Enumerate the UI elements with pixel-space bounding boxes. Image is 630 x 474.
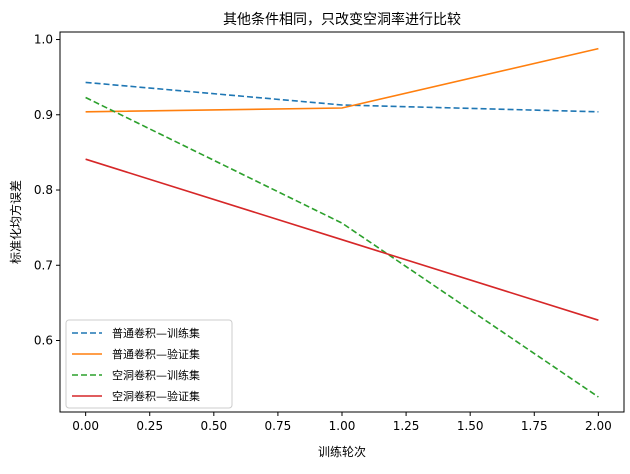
series-lines (85, 47, 599, 398)
x-tick-label: 0.75 (265, 419, 292, 433)
x-tick-label: 2.00 (585, 419, 612, 433)
y-tick-label: 0.8 (34, 183, 53, 197)
y-tick-label: 1.0 (34, 33, 53, 47)
series-line-1 (85, 81, 599, 113)
chart-title: 其他条件相同，只改变空洞率进行比较 (223, 11, 461, 28)
y-axis: 0.6 0.7 0.8 0.9 1.0 (34, 33, 60, 348)
x-tick-label: 1.25 (393, 419, 420, 433)
y-tick-label: 0.7 (34, 258, 53, 272)
series-line-2 (85, 47, 599, 113)
x-tick-label: 0.00 (72, 419, 99, 433)
series-line-4 (85, 158, 599, 321)
y-axis-label: 标准化均方误差 (8, 180, 23, 264)
y-tick-label: 0.9 (34, 108, 53, 122)
x-axis: 0.00 0.25 0.50 0.75 1.00 1.25 1.50 1.75 2.00 (72, 412, 612, 433)
legend-label: 空洞卷积—训练集 (112, 368, 200, 382)
x-tick-label: 0.50 (200, 419, 227, 433)
legend-label: 普通卷积—验证集 (112, 347, 200, 361)
legend-label: 空洞卷积—验证集 (112, 389, 200, 403)
x-axis-label: 训练轮次 (318, 444, 366, 459)
legend-label: 普通卷积—训练集 (112, 326, 200, 340)
x-tick-label: 0.25 (136, 419, 163, 433)
y-tick-label: 0.6 (34, 334, 53, 348)
series-line-3 (85, 96, 599, 398)
x-tick-label: 1.50 (457, 419, 484, 433)
x-tick-label: 1.75 (521, 419, 548, 433)
x-tick-label: 1.00 (329, 419, 356, 433)
legend-frame (65, 319, 233, 409)
